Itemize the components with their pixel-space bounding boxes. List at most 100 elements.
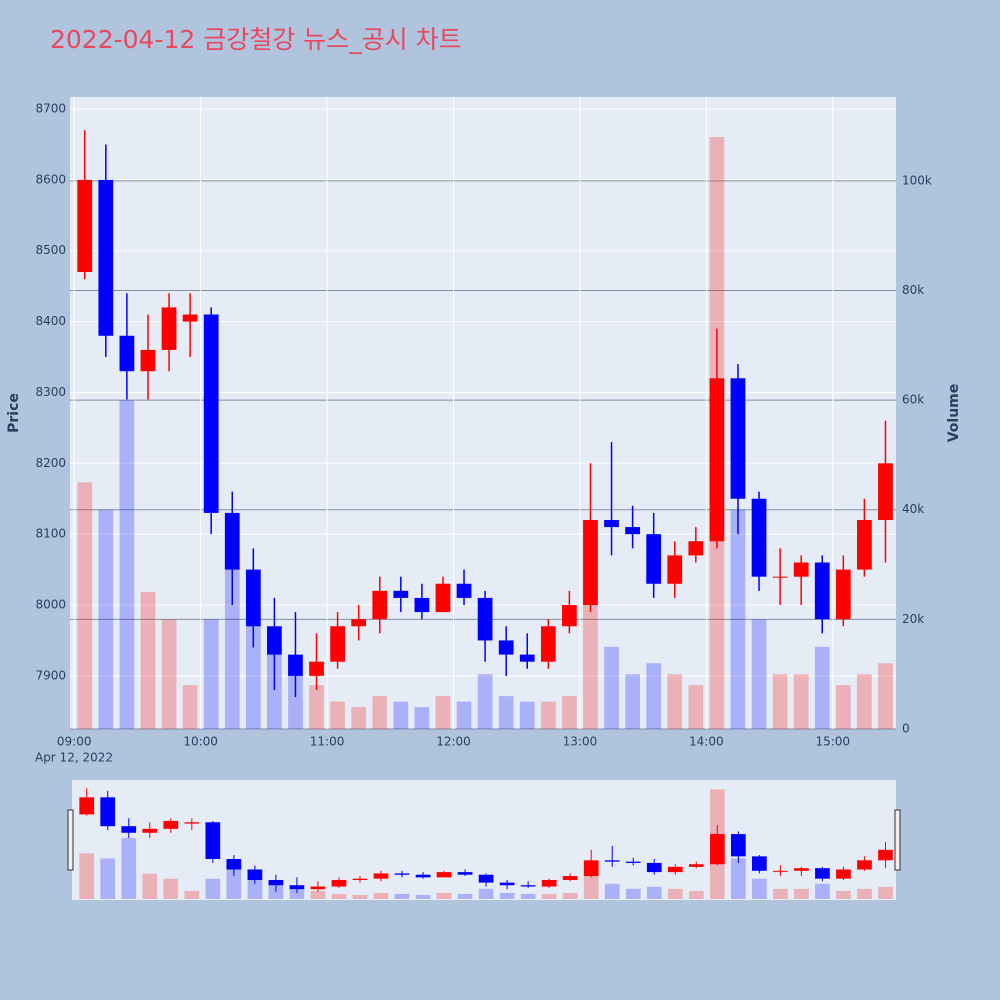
volume-bar: [414, 707, 430, 729]
candle-body: [773, 870, 788, 872]
candle-body: [203, 314, 219, 513]
candle-body: [835, 569, 851, 620]
candle-body: [79, 797, 95, 815]
x-tick-label: 13:00: [563, 735, 598, 749]
candle-body: [772, 576, 788, 578]
volume-bar: [772, 674, 788, 729]
volume-bar: [289, 888, 305, 899]
volume-bar: [540, 701, 556, 729]
x-tick-label: 11:00: [310, 735, 345, 749]
candle-body: [709, 378, 725, 542]
volume-bar: [815, 883, 830, 899]
y2-tick-label: 80k: [902, 283, 924, 297]
candle-body: [331, 879, 347, 887]
volume-bar: [604, 883, 620, 899]
y-tick-label: 8100: [35, 527, 66, 541]
candle-body: [184, 822, 200, 824]
candle-body: [310, 886, 326, 890]
volume-bar: [330, 701, 345, 729]
candle-body: [121, 826, 137, 833]
candle-body: [100, 797, 116, 827]
candle-body: [352, 878, 368, 880]
volume-bar: [836, 890, 851, 899]
candle-body: [878, 463, 893, 520]
y2-tick-label: 0: [902, 722, 910, 736]
chart-title: 2022-04-12 금강철강 뉴스_공시 차트: [50, 25, 462, 54]
y-tick-label: 8300: [35, 385, 66, 399]
candle-body: [562, 605, 577, 627]
candle-body: [456, 583, 472, 598]
volume-bar: [100, 858, 116, 899]
volume-bar: [498, 696, 514, 729]
volume-bar: [583, 591, 598, 729]
volume-bar: [562, 696, 577, 729]
candle-body: [520, 885, 536, 887]
y-tick-label: 8500: [35, 243, 66, 257]
candle-body: [163, 820, 179, 829]
candle-body: [477, 597, 493, 641]
volume-bar: [393, 701, 409, 729]
candle-body: [98, 179, 114, 336]
range-handle[interactable]: [894, 809, 901, 871]
volume-bar: [288, 674, 303, 729]
volume-bar: [226, 868, 242, 899]
volume-bar: [794, 888, 809, 899]
candle-body: [268, 879, 284, 886]
y-title: Price: [6, 393, 22, 433]
y2-tick-label: 100k: [902, 173, 932, 187]
candle-body: [793, 562, 809, 577]
candle-body: [247, 869, 263, 880]
candle-body: [373, 873, 389, 879]
candle-body: [730, 834, 746, 857]
volume-bar: [583, 873, 599, 899]
candle-body: [667, 555, 683, 584]
candle-body: [394, 873, 410, 875]
volume-bar: [373, 892, 389, 899]
x-tick-label: 14:00: [689, 735, 724, 749]
y2-title: Volume: [946, 384, 962, 443]
candle-body: [836, 869, 851, 879]
candle-body: [625, 527, 640, 535]
volume-bar: [667, 888, 683, 899]
volume-bar: [646, 663, 662, 729]
y-tick-label: 7900: [35, 668, 66, 682]
volume-bar: [436, 892, 452, 899]
candle-body: [498, 640, 514, 655]
candle-body: [604, 860, 620, 862]
volume-bar: [203, 619, 219, 729]
volume-bar: [457, 893, 473, 899]
candle-body: [688, 541, 704, 556]
volume-bar: [352, 894, 368, 899]
volume-bar: [814, 646, 830, 729]
volume-bar: [394, 893, 410, 899]
volume-bar: [182, 685, 198, 729]
volume-bar: [247, 878, 263, 899]
candle-body: [857, 860, 872, 870]
candle-body: [541, 879, 557, 887]
volume-bar: [857, 888, 872, 899]
volume-bar: [604, 646, 619, 729]
volume-bar: [478, 888, 494, 899]
volume-bar: [435, 696, 451, 729]
volume-bar: [119, 400, 135, 729]
candle-body: [140, 349, 156, 372]
candle-body: [794, 868, 809, 871]
candle-body: [309, 661, 324, 676]
volume-bar: [541, 893, 557, 899]
y-tick-label: 8000: [35, 598, 66, 612]
x-tick-label: 10:00: [183, 735, 218, 749]
candle-body: [519, 654, 535, 662]
volume-bar: [79, 853, 95, 899]
candle-body: [414, 597, 430, 613]
x-tick-label: 09:00: [57, 735, 92, 749]
candle-body: [351, 619, 367, 627]
range-handle[interactable]: [67, 809, 74, 871]
x-tick-label: 12:00: [436, 735, 471, 749]
volume-bar: [751, 619, 767, 729]
y2-tick-label: 60k: [902, 393, 924, 407]
volume-bar: [205, 878, 221, 899]
volume-bar: [688, 685, 704, 729]
candle-body: [77, 179, 93, 273]
x-date-label: Apr 12, 2022: [35, 751, 113, 765]
candle-body: [878, 849, 893, 861]
